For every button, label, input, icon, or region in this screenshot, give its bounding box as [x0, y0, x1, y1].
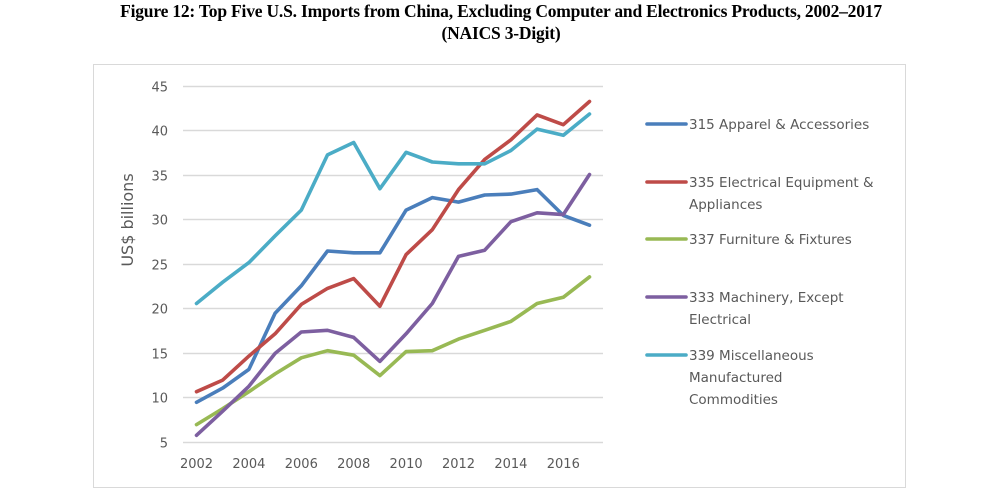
series-line [194, 172, 592, 438]
y-tick-label: 5 [160, 437, 168, 452]
x-tick-label: 2016 [547, 457, 580, 472]
y-tick-label: 45 [151, 81, 168, 96]
y-tick-label: 40 [151, 125, 168, 140]
legend-label: Manufactured [689, 370, 782, 386]
legend-label: 339 Miscellaneous [689, 348, 814, 364]
legend-label: 333 Machinery, Except [689, 290, 844, 306]
legend-item: 335 Electrical Equipment & Appliances [645, 175, 874, 213]
series-line [194, 275, 592, 427]
y-tick-label: 25 [151, 259, 168, 274]
title-line: Figure 12: Top Five U.S. Imports from Ch… [120, 1, 882, 21]
series-lines [194, 99, 592, 438]
figure-title: Figure 12: Top Five U.S. Imports from Ch… [0, 0, 1002, 44]
x-tick-label: 2002 [180, 457, 213, 472]
y-tick-label: 30 [151, 214, 168, 229]
legend-label: Appliances [689, 197, 762, 213]
series-line [194, 99, 592, 394]
y-tick-label: 35 [151, 170, 168, 185]
legend-item: 339 Miscellaneous Manufactured Commodities [645, 348, 814, 408]
legend-label: 337 Furniture & Fixtures [689, 232, 852, 248]
y-tick-label: 10 [151, 392, 168, 407]
x-tick-label: 2008 [337, 457, 370, 472]
series-line [194, 112, 592, 306]
x-tick-label: 2010 [390, 457, 423, 472]
x-tick-label: 2014 [494, 457, 527, 472]
y-axis-ticks: 5 10 15 20 25 30 35 40 45 [151, 81, 168, 452]
legend-item: 337 Furniture & Fixtures [645, 232, 852, 248]
y-tick-label: 15 [151, 348, 168, 363]
legend-label: Commodities [689, 392, 778, 408]
x-tick-label: 2012 [442, 457, 475, 472]
y-axis-label: US$ billions [118, 173, 137, 266]
x-axis-ticks: 2002 2004 2006 2008 2010 2012 2014 2016 [180, 457, 580, 472]
x-tick-label: 2006 [285, 457, 318, 472]
legend-item: 315 Apparel & Accessories [645, 117, 869, 133]
subtitle-line: (NAICS 3-Digit) [441, 23, 561, 43]
legend-item: 333 Machinery, Except Electrical [645, 290, 844, 328]
series-line [194, 187, 592, 405]
legend-label: Electrical [689, 312, 751, 328]
legend-label: 335 Electrical Equipment & [689, 175, 874, 191]
legend-label: 315 Apparel & Accessories [689, 117, 869, 133]
y-tick-label: 20 [151, 303, 168, 318]
legend: 315 Apparel & Accessories 335 Electrical … [645, 117, 874, 408]
x-tick-label: 2004 [232, 457, 265, 472]
